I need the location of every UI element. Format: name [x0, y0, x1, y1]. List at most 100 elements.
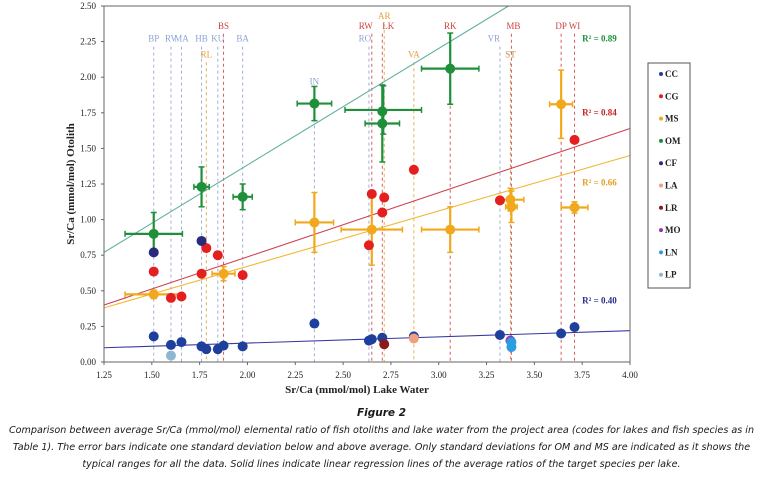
x-tick-label: 2.25 [287, 370, 303, 380]
lake-label-lk: LK [382, 21, 394, 31]
data-point-cc [569, 322, 580, 333]
x-axis-ticks: 1.25 1.50 1.75 2.00 2.25 2.50 2.75 3.00 3.25 3.50… [96, 362, 638, 380]
lake-label-wi: WI [569, 21, 581, 31]
x-tick-label: 3.00 [431, 370, 447, 380]
y-tick-label: 0.00 [80, 357, 96, 367]
y-axis-title: Sr/Ca (mmol/mol) Otolith [65, 123, 77, 245]
legend-label: LN [665, 247, 678, 257]
data-point-om [237, 191, 248, 202]
lake-label-dp: DP [555, 21, 567, 31]
lake-label-hb: HB [195, 34, 208, 44]
lake-label-mb: MB [506, 21, 520, 31]
legend-label: CG [665, 91, 679, 101]
legend-marker [659, 138, 663, 143]
data-point-cc [165, 339, 176, 350]
legend-item-ln: LN [659, 247, 678, 257]
data-point-cg [212, 250, 223, 261]
data-point-cg [165, 292, 176, 303]
data-point-ms [148, 289, 159, 300]
x-tick-label: 4.00 [622, 370, 638, 380]
data-point-lp [165, 350, 176, 361]
legend-label: MO [665, 225, 681, 235]
data-point-cc [309, 318, 320, 329]
lake-label-bs: BS [218, 21, 229, 31]
data-point-cf [196, 235, 207, 246]
data-point-ms [309, 217, 320, 228]
data-point-ms [506, 201, 517, 212]
data-point-cc [366, 334, 377, 345]
data-point-cg [363, 240, 374, 251]
y-tick-label: 0.25 [80, 321, 96, 331]
legend-marker [659, 250, 663, 255]
data-point-ms [556, 99, 567, 110]
lake-label-ma: MA [174, 34, 189, 44]
legend-item-om: OM [659, 136, 681, 146]
legend-marker [659, 161, 663, 166]
data-point-cg [201, 243, 212, 254]
y-tick-label: 1.00 [80, 215, 96, 225]
legend-item-ms: MS [659, 114, 679, 124]
x-tick-label: 3.25 [479, 370, 495, 380]
legend-marker [659, 72, 663, 76]
lake-label-ba: BA [236, 34, 249, 44]
data-point-cf [148, 247, 159, 258]
legend-label: LP [665, 270, 677, 280]
legend-label: OM [665, 136, 681, 146]
legend-item-cf: CF [659, 158, 677, 168]
data-point-ms [445, 224, 456, 235]
x-tick-label: 2.50 [335, 370, 351, 380]
data-point-cc [148, 331, 159, 342]
y-axis-ticks: 0.00 0.25 0.50 0.75 1.00 1.25 1.50 1.75 2.00 2.25… [80, 1, 104, 367]
data-point-lr [379, 339, 390, 350]
lake-label-in: IN [310, 76, 320, 86]
data-point-cg [148, 266, 159, 277]
data-point-cg [237, 270, 248, 281]
legend-item-cg: CG [659, 91, 679, 101]
legend-marker [659, 116, 663, 121]
lake-label-va: VA [408, 49, 420, 59]
legend-marker [659, 272, 663, 277]
legend-item-cc: CC [659, 69, 678, 79]
data-point-cc [201, 344, 212, 355]
data-point-la [408, 333, 419, 344]
data-point-om [445, 63, 456, 74]
y-tick-label: 0.75 [80, 250, 96, 260]
y-tick-label: 2.50 [80, 1, 96, 11]
legend-marker [659, 228, 663, 233]
data-point-cg [366, 188, 377, 199]
data-point-cc [218, 340, 229, 351]
data-point-ms [569, 202, 580, 213]
x-tick-label: 2.00 [240, 370, 256, 380]
lake-label-ku: KU [211, 34, 224, 44]
plot-frame [103, 5, 631, 363]
x-tick-label: 1.75 [192, 370, 208, 380]
x-axis-title: Sr/Ca (mmol/mol) Lake Water [285, 384, 429, 396]
legend-item-lr: LR [659, 203, 678, 213]
x-tick-label: 3.75 [574, 370, 590, 380]
legend-marker [659, 205, 663, 210]
data-point-om [309, 98, 320, 109]
r-squared-labels: R² = 0.89 R² = 0.84 R² = 0.66 R² = 0.40 [582, 34, 617, 306]
data-point-om [148, 228, 159, 239]
data-point-cg [379, 192, 390, 203]
figure-caption: Figure 2 Comparison between average Sr/C… [0, 407, 763, 473]
y-tick-label: 0.50 [80, 286, 96, 296]
regression-line-om [103, 5, 509, 253]
legend-marker [659, 94, 663, 99]
caption-text: Comparison between average Sr/Ca (mmol/m… [8, 425, 755, 470]
lake-label-ar: AR [378, 11, 391, 21]
y-tick-label: 1.75 [80, 108, 96, 118]
figure-label: Figure 2 [356, 407, 407, 419]
lake-label-st: ST [505, 49, 516, 59]
data-point-cg [569, 134, 580, 145]
regression-line-cg [103, 127, 631, 306]
data-point-cc [176, 337, 187, 348]
data-point-cc [494, 329, 505, 340]
legend-box [647, 62, 691, 289]
x-tick-label: 1.50 [144, 370, 160, 380]
legend-label: LA [665, 181, 678, 191]
legend-label: CF [665, 158, 677, 168]
lake-label-rw: RW [359, 21, 374, 31]
data-points [148, 63, 580, 361]
